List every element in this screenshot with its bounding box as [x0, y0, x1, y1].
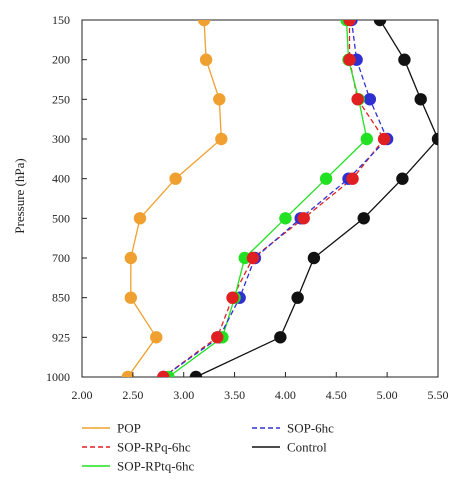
data-point	[226, 291, 239, 304]
x-tick-label: 4.00	[275, 388, 296, 402]
series-line-sop-rpq-6hc	[163, 20, 385, 378]
y-tick-label: 400	[52, 172, 70, 186]
data-point	[377, 132, 391, 146]
data-point	[279, 212, 292, 225]
y-axis: 150 200 250 300 400 500 700 850 925 1000	[46, 13, 87, 384]
y-tick-label: 500	[52, 211, 70, 225]
data-point	[124, 291, 138, 304]
data-point	[211, 331, 224, 344]
legend-label: SOP-RPq-6hc	[117, 440, 191, 455]
y-tick-label: 700	[52, 251, 70, 265]
data-point	[124, 251, 138, 265]
data-point	[157, 370, 170, 377]
x-tick-label: 4.50	[326, 388, 347, 402]
data-point	[199, 53, 213, 66]
legend: POP SOP-RPq-6hc SOP-RPtq-6hc SOP-6hc Control	[82, 421, 334, 474]
plot-frame	[81, 19, 439, 378]
y-tick-label: 250	[52, 92, 70, 106]
data-point	[351, 93, 364, 106]
y-tick-label: 925	[52, 330, 70, 344]
data-point	[133, 212, 147, 225]
data-point	[189, 370, 203, 377]
data-point	[360, 132, 373, 146]
series-line-sop-rptq-6hc	[168, 19, 368, 378]
data-point	[307, 251, 321, 265]
data-point	[343, 53, 356, 66]
legend-label: SOP-6hc	[287, 421, 334, 436]
data-point	[291, 291, 304, 304]
x-tick-label: 5.00	[377, 388, 398, 402]
data-point	[343, 20, 356, 27]
data-point	[274, 331, 287, 344]
y-tick-label: 200	[52, 53, 70, 67]
data-point	[121, 370, 134, 377]
series-line-pop	[127, 19, 222, 378]
y-tick-label: 150	[52, 13, 70, 27]
data-point	[197, 20, 211, 27]
plot-area	[81, 19, 439, 378]
data-point	[297, 212, 310, 225]
x-tick-label: 3.00	[173, 388, 194, 402]
y-tick-label: 1000	[46, 370, 70, 384]
series-line-control	[195, 19, 439, 378]
y-axis-title: Pressure (hPa)	[12, 158, 27, 233]
x-axis: 2.00 2.50 3.00 3.50 4.00 4.50 5.00 5.50	[72, 372, 449, 402]
data-point	[150, 331, 163, 344]
series-line-sop-6hc	[163, 19, 388, 378]
y-tick-label: 850	[52, 291, 70, 305]
legend-label: POP	[117, 421, 141, 436]
x-tick-label: 2.00	[72, 388, 93, 402]
data-point	[169, 172, 182, 185]
data-point	[215, 132, 228, 146]
data-point	[357, 212, 370, 225]
data-point	[213, 93, 226, 106]
legend-label: Control	[287, 440, 327, 455]
data-point	[373, 20, 387, 27]
data-point	[246, 251, 260, 265]
series-markers	[121, 20, 438, 377]
x-tick-label: 5.50	[428, 388, 449, 402]
data-point	[414, 93, 427, 106]
data-point	[319, 172, 333, 185]
data-point	[346, 172, 359, 185]
x-tick-label: 3.50	[224, 388, 245, 402]
x-tick-label: 2.50	[122, 388, 143, 402]
data-point	[398, 53, 411, 66]
data-point	[431, 132, 438, 146]
y-tick-label: 300	[52, 132, 70, 146]
data-point	[396, 172, 409, 185]
data-point	[363, 93, 377, 106]
legend-label: SOP-RPtq-6hc	[117, 459, 195, 474]
